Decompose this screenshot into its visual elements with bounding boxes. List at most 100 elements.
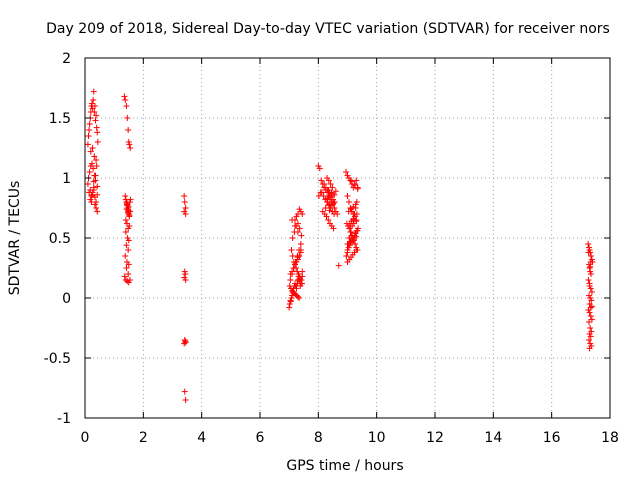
data-point <box>121 93 128 100</box>
data-point <box>90 165 97 172</box>
data-point <box>348 178 355 185</box>
data-point <box>182 211 189 217</box>
y-axis-label: SDTVAR / TECUs <box>7 181 23 296</box>
x-tick-label: 10 <box>368 430 386 446</box>
data-point <box>126 212 133 219</box>
data-point <box>93 112 100 119</box>
data-point <box>353 233 360 240</box>
data-point <box>287 298 294 305</box>
data-point <box>91 103 98 109</box>
data-point <box>294 254 301 261</box>
data-point <box>293 213 300 220</box>
y-tick-label: 1.5 <box>49 111 71 127</box>
data-point <box>296 275 303 282</box>
data-point <box>122 97 129 103</box>
data-point <box>124 278 131 285</box>
data-point <box>86 169 93 175</box>
data-point <box>89 160 95 167</box>
data-point <box>297 247 304 253</box>
x-tick-labels: 0 2 4 6 8 10 12 14 16 18 <box>81 430 619 446</box>
data-point <box>125 237 132 244</box>
data-point <box>585 241 592 247</box>
data-point <box>86 127 93 133</box>
data-point <box>93 205 100 211</box>
data-point <box>125 247 132 253</box>
data-point <box>92 117 99 124</box>
data-point <box>290 290 297 297</box>
data-point <box>86 121 93 127</box>
x-tick-label: 18 <box>601 430 619 446</box>
data-point <box>327 181 334 187</box>
data-point <box>586 319 592 325</box>
x-tick-label: 14 <box>484 430 502 446</box>
data-point <box>92 172 99 179</box>
data-point <box>345 175 352 181</box>
data-point <box>182 205 189 211</box>
data-point <box>352 241 359 247</box>
data-point <box>347 223 354 229</box>
data-point <box>122 217 129 223</box>
data-point <box>85 133 92 139</box>
data-point <box>94 139 101 145</box>
y-tick-label: 2 <box>62 51 71 67</box>
data-point <box>124 115 131 121</box>
data-point <box>90 88 97 95</box>
data-point <box>587 259 594 265</box>
data-point <box>91 109 98 115</box>
data-point <box>182 277 189 283</box>
data-point <box>343 169 350 175</box>
data-point <box>353 177 360 184</box>
data-point <box>296 295 303 301</box>
data-point <box>345 199 352 205</box>
data-point <box>123 265 130 271</box>
data-point <box>315 193 322 199</box>
data-point <box>91 153 98 160</box>
data-point <box>122 229 129 235</box>
data-point <box>326 207 333 214</box>
data-point <box>123 103 130 109</box>
x-tick-label: 16 <box>543 430 561 446</box>
data-point <box>353 218 360 225</box>
y-tick-label: -0.5 <box>44 351 71 367</box>
data-point <box>125 207 132 214</box>
data-point <box>292 261 298 268</box>
data-point <box>332 188 339 195</box>
data-point <box>94 129 101 136</box>
data-point <box>329 184 336 191</box>
y-tick-label: 0.5 <box>49 231 71 247</box>
data-point <box>352 201 359 208</box>
data-point <box>588 253 595 259</box>
data-point <box>586 280 593 287</box>
data-point <box>181 199 188 205</box>
chart-title: Day 209 of 2018, Sidereal Day-to-day VTE… <box>46 21 610 37</box>
data-point <box>90 178 97 185</box>
data-point <box>585 277 592 283</box>
y-tick-labels: -1 -0.5 0 0.5 1 1.5 2 <box>44 51 71 427</box>
data-point <box>344 193 351 199</box>
data-point <box>587 285 594 292</box>
data-point <box>88 193 95 199</box>
data-point <box>123 242 130 249</box>
data-point <box>122 193 129 199</box>
data-point <box>330 200 337 207</box>
data-point <box>289 217 296 223</box>
x-tick-label: 12 <box>426 430 444 446</box>
data-point <box>585 249 592 256</box>
data-point <box>122 253 129 259</box>
data-point <box>286 304 293 311</box>
data-point <box>587 333 594 340</box>
data-point <box>125 279 132 286</box>
data-point <box>324 199 331 205</box>
data-point <box>86 189 93 196</box>
data-point <box>588 289 595 295</box>
data-point <box>290 265 297 271</box>
data-point <box>587 263 594 270</box>
data-point <box>298 232 305 239</box>
data-point <box>296 225 303 232</box>
data-point <box>587 313 594 319</box>
data-point <box>89 145 96 151</box>
data-point <box>126 141 133 148</box>
data-point <box>299 211 306 217</box>
data-point <box>127 145 134 151</box>
data-point <box>94 183 101 190</box>
